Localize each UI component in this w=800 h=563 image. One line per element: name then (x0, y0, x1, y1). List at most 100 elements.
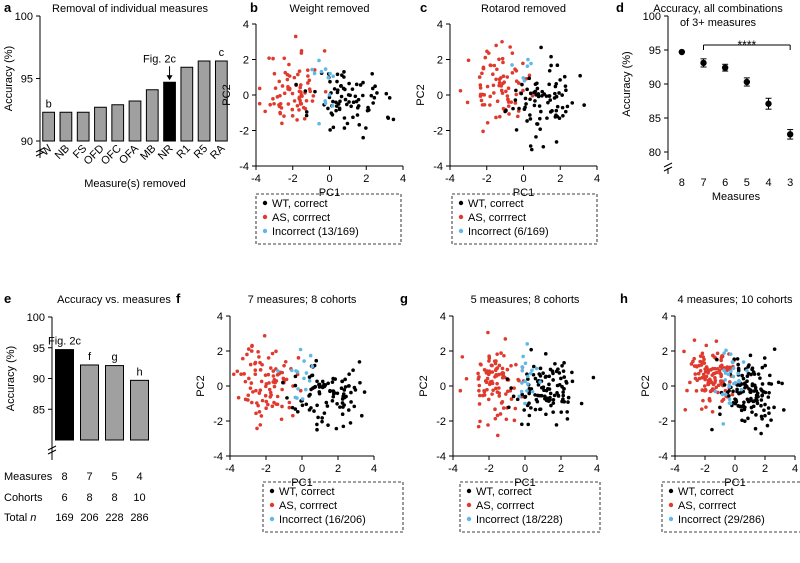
point-wt (582, 103, 586, 107)
point-wt (387, 96, 392, 100)
y-tick-label: 2 (217, 346, 223, 358)
point-as (258, 368, 263, 372)
point-as (498, 412, 503, 416)
point-wt (578, 73, 582, 78)
point-wt (548, 98, 553, 102)
point-wt (754, 413, 758, 417)
point-inc (726, 372, 731, 377)
point-as (282, 363, 286, 368)
point-wt (553, 84, 558, 89)
y-tick-label: 2 (440, 346, 446, 358)
point-wt (763, 363, 767, 368)
point-as (290, 107, 295, 112)
point-as (481, 129, 485, 134)
point-wt (555, 63, 560, 67)
panel-c: Rotarod removed -4 -2 0 2 4 -4 -2 0 2 4 PC1 PC2 WT, c… (415, 3, 600, 245)
point-as (501, 74, 506, 79)
table-row-label: Total n (4, 512, 36, 524)
point-wt (565, 410, 569, 414)
point-inc (528, 371, 533, 376)
point-wt (373, 84, 377, 89)
point-wt (338, 405, 342, 409)
point-as (279, 106, 284, 110)
point-wt (519, 91, 524, 96)
point-as (488, 63, 493, 67)
point-wt (342, 116, 347, 120)
table-row-label: Cohorts (4, 492, 43, 504)
point-wt (780, 381, 784, 386)
table-cell: 8 (86, 492, 92, 504)
point-as (497, 363, 502, 368)
y-tick-label: 85 (33, 404, 45, 416)
point-as (485, 84, 490, 89)
point-inc (729, 369, 733, 374)
point-wt (762, 356, 767, 360)
point-wt (553, 361, 557, 366)
point-wt (745, 397, 750, 402)
point-wt (735, 357, 740, 361)
point-as (287, 62, 291, 67)
point-wt (554, 423, 559, 427)
point-as (505, 75, 510, 79)
point-wt (335, 79, 339, 84)
point-wt (340, 401, 345, 405)
point-as (509, 100, 514, 104)
point-as (307, 78, 312, 83)
point-as (280, 404, 284, 409)
point-wt (736, 404, 741, 408)
point-as (478, 362, 483, 366)
legend-label: AS, corrrect (476, 500, 534, 512)
y-axis-label: Accuracy (%) (5, 346, 17, 411)
point-wt (718, 412, 722, 416)
bar (94, 106, 107, 142)
point-inc (295, 370, 300, 374)
bar (42, 111, 56, 142)
point-as (700, 375, 704, 380)
data-point (786, 131, 794, 138)
point-as (262, 333, 267, 338)
point-as (286, 85, 290, 89)
point-wt (314, 358, 319, 363)
point-as (298, 98, 302, 103)
point-as (494, 386, 498, 391)
point-as (477, 375, 481, 379)
point-wt (566, 395, 571, 400)
point-wt (347, 100, 351, 104)
point-as (477, 388, 481, 393)
point-wt (533, 393, 537, 397)
point-wt (339, 386, 344, 390)
point-as (267, 381, 271, 385)
point-as (248, 386, 253, 390)
point-wt (564, 88, 568, 93)
point-as (715, 366, 720, 371)
legend-marker-wt (458, 200, 464, 206)
x-tick-label: NB (53, 143, 72, 162)
point-wt (342, 70, 346, 74)
point-inc (723, 371, 728, 375)
point-wt (535, 393, 540, 398)
point-wt (326, 381, 330, 386)
legend-box (451, 193, 598, 245)
point-as (464, 376, 469, 381)
point-wt (541, 145, 546, 149)
point-as (484, 371, 489, 375)
point-wt (563, 109, 568, 114)
point-as (292, 99, 297, 103)
point-as (253, 361, 257, 366)
bar-label: b (46, 98, 52, 110)
point-wt (505, 377, 510, 381)
point-as (682, 349, 686, 354)
point-wt (375, 91, 379, 95)
point-as (272, 384, 277, 389)
point-wt (513, 98, 518, 102)
point-wt (579, 401, 584, 406)
point-as (299, 90, 303, 94)
point-wt (772, 347, 777, 351)
point-wt (742, 400, 746, 405)
point-wt (549, 403, 553, 408)
x-tick-label: 4 (594, 463, 600, 475)
point-as (482, 102, 487, 107)
callout-arrowhead (166, 75, 173, 81)
point-as (493, 368, 498, 373)
point-wt (528, 91, 533, 96)
